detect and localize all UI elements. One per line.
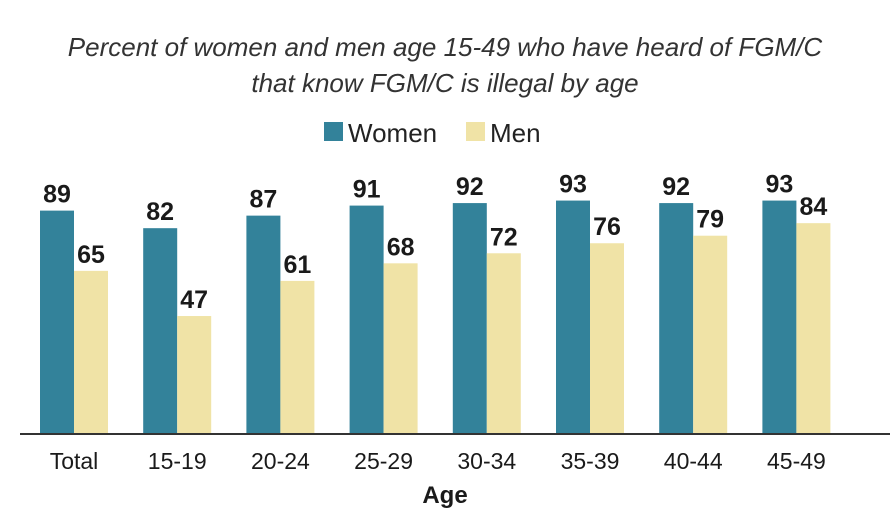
value-label-men-25-29: 68 (387, 233, 415, 261)
bar-women-30-34 (452, 203, 487, 434)
bar-men-15-19 (177, 316, 212, 434)
bar-women-35-39 (556, 200, 590, 434)
bar-men-20-24 (280, 280, 315, 434)
legend-swatch-women (324, 122, 343, 141)
value-label-men-35-39: 76 (593, 213, 621, 241)
value-label-women-20-24: 87 (249, 186, 277, 214)
value-label-women-45-49: 93 (765, 171, 793, 199)
bar-women-45-49 (762, 200, 797, 434)
value-label-men-20-24: 61 (283, 251, 311, 279)
bar-men-total (74, 270, 108, 434)
x-tick-label-15-19: 15-19 (148, 448, 207, 474)
legend-label-men: Men (490, 118, 541, 148)
bar-women-20-24 (246, 215, 281, 434)
x-tick-label-45-49: 45-49 (767, 448, 826, 474)
value-label-women-total: 89 (43, 181, 71, 209)
value-label-men-15-19: 47 (180, 286, 208, 314)
x-tick-label-40-44: 40-44 (664, 448, 723, 474)
bars-group (40, 200, 831, 434)
value-label-women-25-29: 91 (353, 176, 381, 204)
x-tick-label-30-34: 30-34 (457, 448, 516, 474)
bar-women-total (40, 210, 74, 434)
bar-men-45-49 (796, 223, 831, 434)
x-axis-title: Age (422, 482, 467, 509)
value-label-men-total: 65 (77, 241, 105, 269)
chart-title-line-1: Percent of women and men age 15-49 who h… (68, 32, 823, 62)
value-label-men-45-49: 84 (799, 193, 827, 221)
bar-men-40-44 (693, 235, 728, 434)
bar-women-15-19 (143, 228, 178, 434)
bar-men-30-34 (486, 253, 521, 434)
value-label-women-30-34: 92 (456, 173, 484, 201)
bar-women-40-44 (659, 203, 694, 434)
chart-title-line-2: that know FGM/C is illegal by age (251, 68, 638, 98)
value-label-men-40-44: 79 (696, 206, 724, 234)
value-label-women-35-39: 93 (559, 171, 587, 199)
value-label-men-30-34: 72 (490, 223, 518, 251)
legend-label-women: Women (348, 118, 437, 148)
x-tick-label-25-29: 25-29 (354, 448, 413, 474)
legend: Women Men (324, 118, 541, 148)
value-label-women-15-19: 82 (146, 198, 174, 226)
tick-labels-group: Total 15-19 20-24 25-29 30-34 35-39 40-44 45-49 (50, 448, 826, 474)
x-tick-label-total: Total (50, 448, 99, 474)
bar-women-25-29 (349, 205, 384, 434)
bar-men-25-29 (383, 263, 418, 434)
legend-swatch-men (466, 122, 485, 141)
bar-men-35-39 (590, 243, 624, 434)
value-label-women-40-44: 92 (662, 173, 690, 201)
x-tick-label-20-24: 20-24 (251, 448, 310, 474)
x-tick-label-35-39: 35-39 (561, 448, 620, 474)
